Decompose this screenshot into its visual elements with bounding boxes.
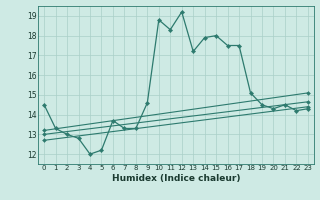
X-axis label: Humidex (Indice chaleur): Humidex (Indice chaleur) — [112, 174, 240, 183]
